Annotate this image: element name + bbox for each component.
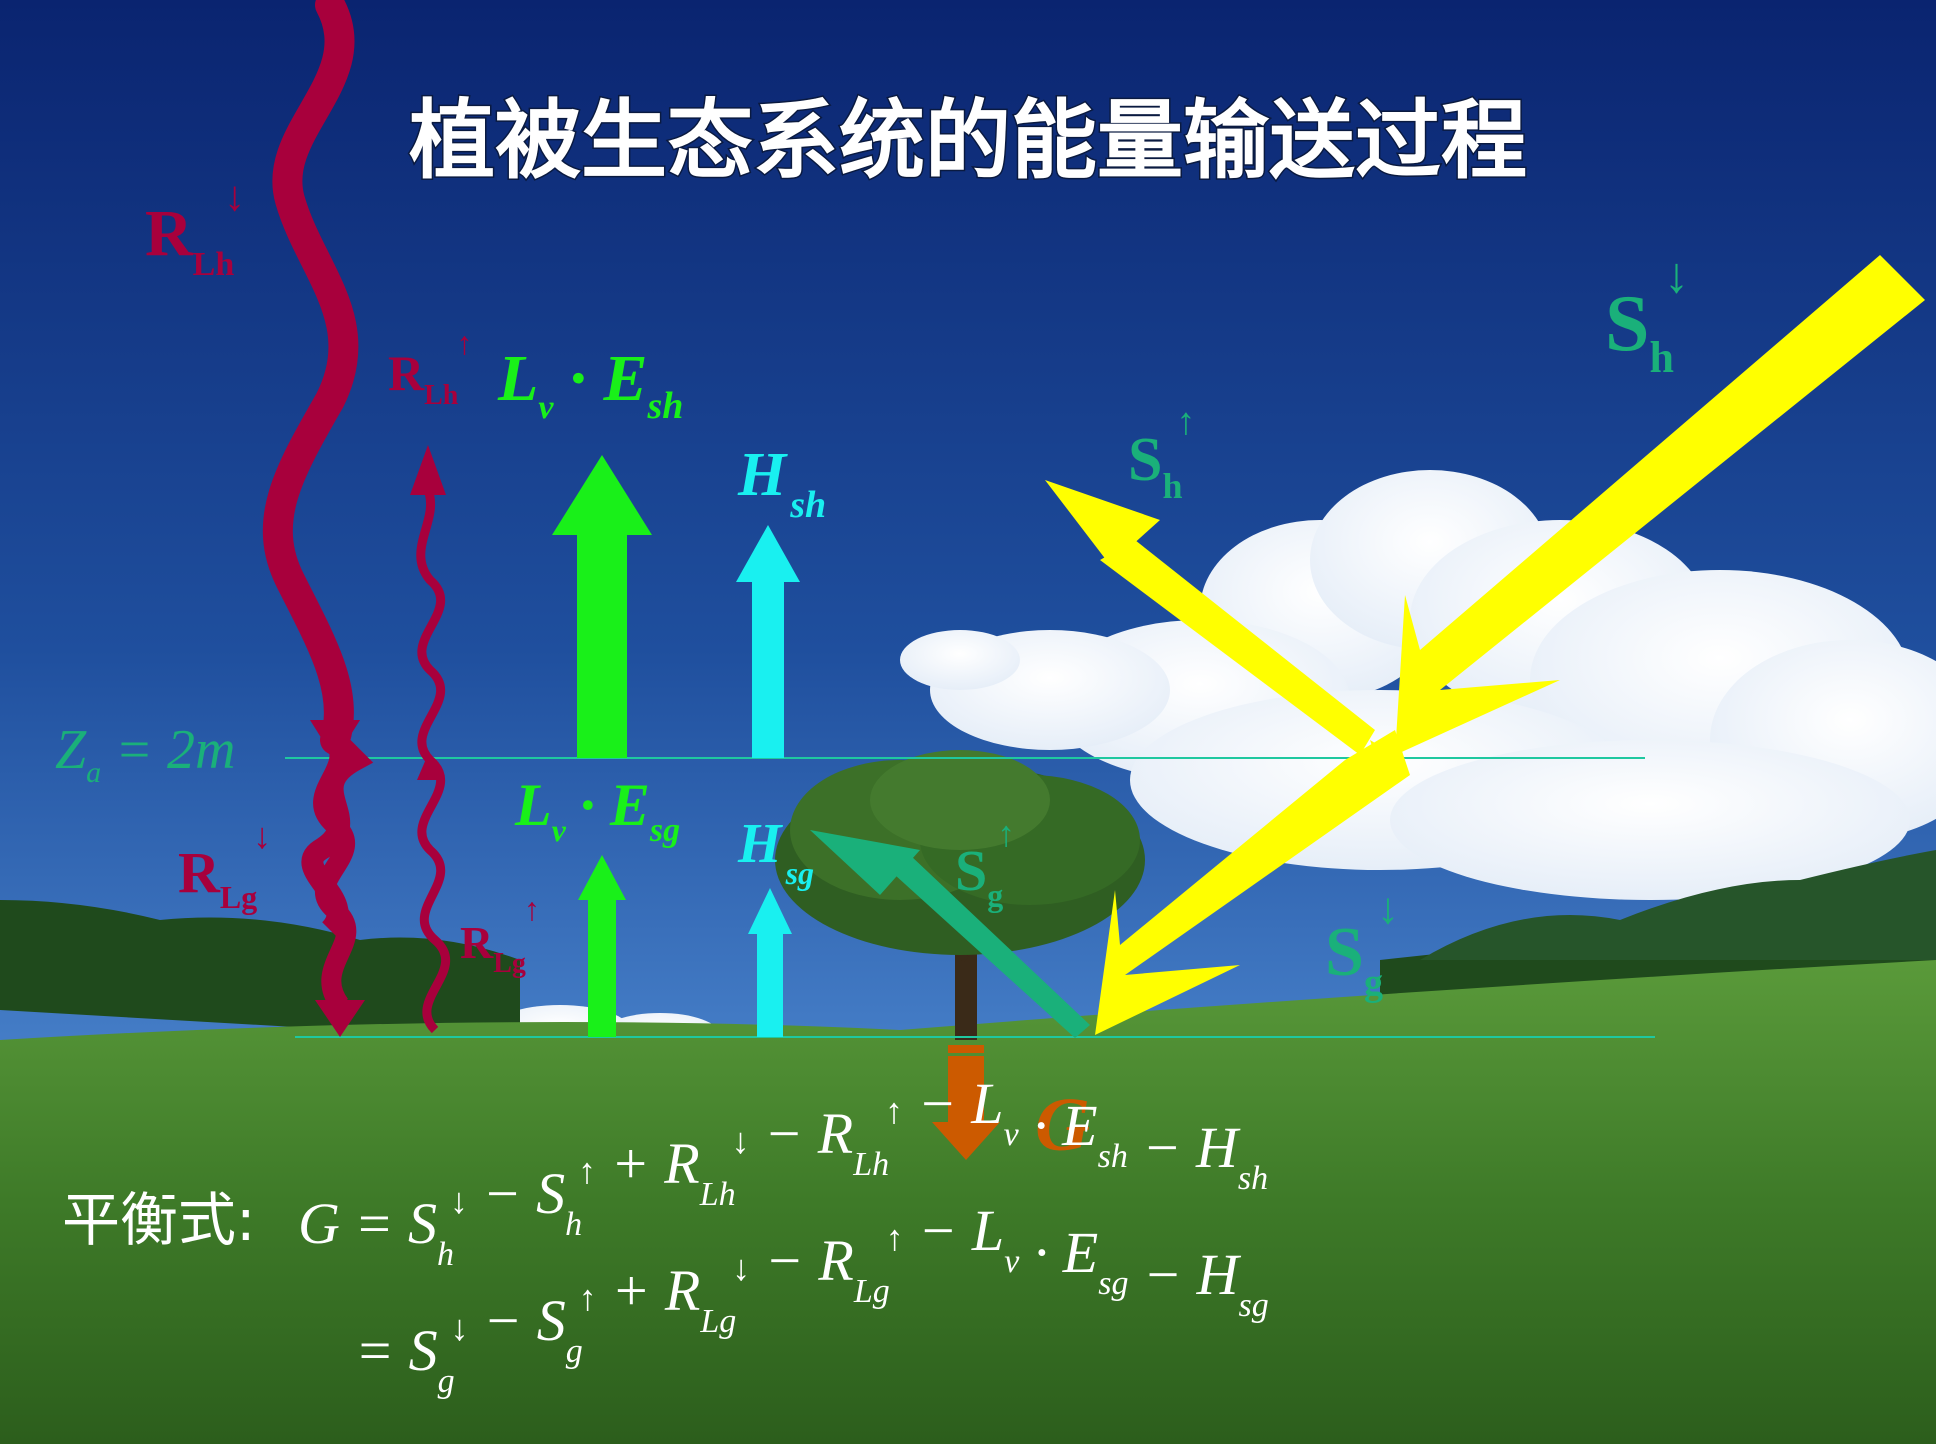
- equation-subscript: g: [566, 1333, 583, 1370]
- label-Lv-Esg: Lv · Esg: [514, 772, 680, 849]
- equation-subscript: sg: [1098, 1265, 1128, 1302]
- equation-superscript: ↑: [886, 1218, 904, 1258]
- label-R-Lg-up: RLg↑: [460, 891, 540, 979]
- sensible-heat-arrows: [736, 525, 800, 1037]
- equation-superscript: ↑: [885, 1091, 903, 1131]
- page-title: 植被生态系统的能量输送过程: [409, 91, 1527, 191]
- label-R-Lg-down: RLg↓: [178, 816, 271, 915]
- equation-term: − L: [903, 1071, 1003, 1136]
- equation-superscript: ↑: [579, 1278, 597, 1318]
- equation-subscript: g: [438, 1363, 455, 1400]
- equation-subscript: h: [437, 1236, 454, 1273]
- label-S-g-down: Sg↓: [1325, 884, 1399, 1004]
- equation-term: + R: [597, 1258, 701, 1323]
- equation-term: · E: [1019, 1093, 1098, 1158]
- equation-term: − S: [468, 1161, 565, 1226]
- equation-superscript: ↓: [450, 1181, 468, 1221]
- longwave-down-arrow: [262, 0, 374, 1037]
- equation-superscript: ↑: [578, 1151, 596, 1191]
- equation-term: − R: [750, 1228, 854, 1293]
- shortwave-arrows: [1045, 255, 1925, 1035]
- label-R-Lh-down: RLh↓: [145, 174, 245, 283]
- equation-line-1: G = Sh↓ − Sh↑ + RLh↓ − RLh↑ − Lv · Esh −…: [298, 1071, 1268, 1273]
- label-G: G: [1035, 1083, 1090, 1167]
- equation-term: − S: [469, 1288, 566, 1353]
- equation-subscript: h: [565, 1206, 582, 1243]
- equation-term: + R: [596, 1131, 700, 1196]
- equation-subscript: Lh: [852, 1146, 889, 1183]
- ground-heat-arrow: [932, 1045, 1000, 1160]
- equation-superscript: ↓: [732, 1121, 750, 1161]
- equation-subscript: sg: [1238, 1287, 1268, 1324]
- equation-term: − H: [1128, 1115, 1241, 1180]
- label-Za: Za = 2m: [55, 719, 235, 789]
- equation-term: − L: [904, 1198, 1004, 1263]
- equation-term: G = S: [298, 1191, 437, 1256]
- equation-subscript: sh: [1238, 1160, 1268, 1197]
- equation-term: − H: [1128, 1242, 1241, 1307]
- grass-field: [0, 960, 1936, 1444]
- equation-subscript: v: [1004, 1116, 1020, 1153]
- equation-line-2: = Sg↓ − Sg↑ + RLg↓ − RLg↑ − Lv · Esg − H…: [355, 1198, 1269, 1400]
- equation-subscript: Lg: [853, 1273, 890, 1310]
- equation-term: · E: [1019, 1220, 1098, 1285]
- equation-subscript: Lg: [699, 1303, 736, 1340]
- longwave-up-arrow: [410, 445, 451, 1034]
- label-Lv-Esh: Lv · Esh: [497, 342, 683, 427]
- label-S-g-up: Sg↑: [955, 814, 1015, 913]
- lone-tree: [775, 750, 1145, 1040]
- equation-term: − R: [750, 1101, 854, 1166]
- balance-equation: 平衡式: G = Sh↓ − Sh↑ + RLh↓ − RLh↑ − Lv · …: [62, 1071, 1269, 1400]
- tree-line: [0, 850, 1936, 1040]
- equation-prefix: 平衡式:: [62, 1186, 256, 1254]
- equation-subscript: v: [1004, 1243, 1020, 1280]
- shortwave-ground-reflect-arrow: [810, 830, 1090, 1038]
- equation-term: = S: [355, 1318, 438, 1383]
- equation-superscript: ↓: [451, 1308, 469, 1348]
- latent-heat-arrows: [552, 455, 652, 1037]
- equation-superscript: ↓: [732, 1248, 750, 1288]
- label-S-h-up: Sh↑: [1128, 401, 1196, 506]
- equation-subscript: Lh: [699, 1176, 736, 1213]
- label-R-Lh-up: RLh↑: [388, 325, 472, 411]
- equation-subscript: sh: [1098, 1138, 1128, 1175]
- label-S-h-down: Sh↓: [1605, 247, 1689, 382]
